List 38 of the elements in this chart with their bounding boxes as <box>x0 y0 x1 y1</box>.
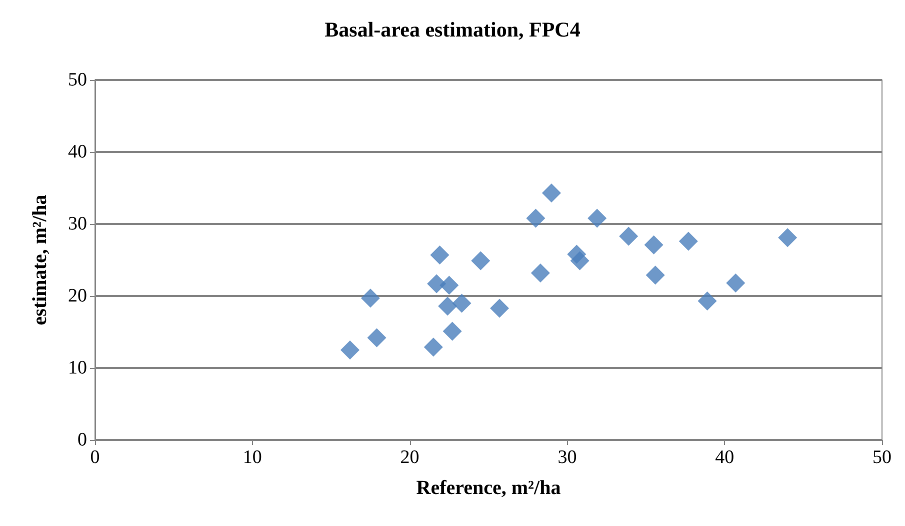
point <box>340 340 360 360</box>
point <box>438 296 458 316</box>
point <box>360 288 380 308</box>
y-tick-label: 20 <box>68 286 87 306</box>
x-tick-label: 40 <box>715 447 734 468</box>
point <box>452 294 472 313</box>
point <box>698 292 717 311</box>
x-axis-title: Reference, m²/ha <box>416 477 561 499</box>
point <box>678 232 698 251</box>
point <box>778 228 798 248</box>
x-tick-label: 10 <box>242 447 262 468</box>
y-tick-label: 30 <box>68 214 87 234</box>
point <box>542 184 561 203</box>
point <box>530 263 550 282</box>
point <box>588 208 607 228</box>
y-tick-label: 0 <box>78 430 87 450</box>
point <box>646 266 665 285</box>
point <box>424 338 443 357</box>
y-tick-label: 40 <box>68 142 87 162</box>
y-tick-label: 50 <box>68 70 87 90</box>
point <box>526 208 546 228</box>
point <box>367 328 386 348</box>
point <box>644 235 664 254</box>
x-tick-label: 30 <box>558 447 577 468</box>
y-axis-title: estimate, m²/ha <box>29 194 51 326</box>
y-tick-label: 10 <box>68 358 87 378</box>
x-tick-label: 20 <box>400 447 420 468</box>
point <box>570 251 590 270</box>
point <box>619 226 638 246</box>
point <box>430 245 450 264</box>
x-tick-label: 0 <box>90 447 100 468</box>
chart-title: Basal-area estimation, FPC4 <box>324 18 581 42</box>
point <box>442 322 462 341</box>
x-tick-label: 50 <box>872 447 892 468</box>
point <box>490 298 510 318</box>
point <box>440 276 459 295</box>
point <box>471 251 490 270</box>
point <box>726 274 746 293</box>
